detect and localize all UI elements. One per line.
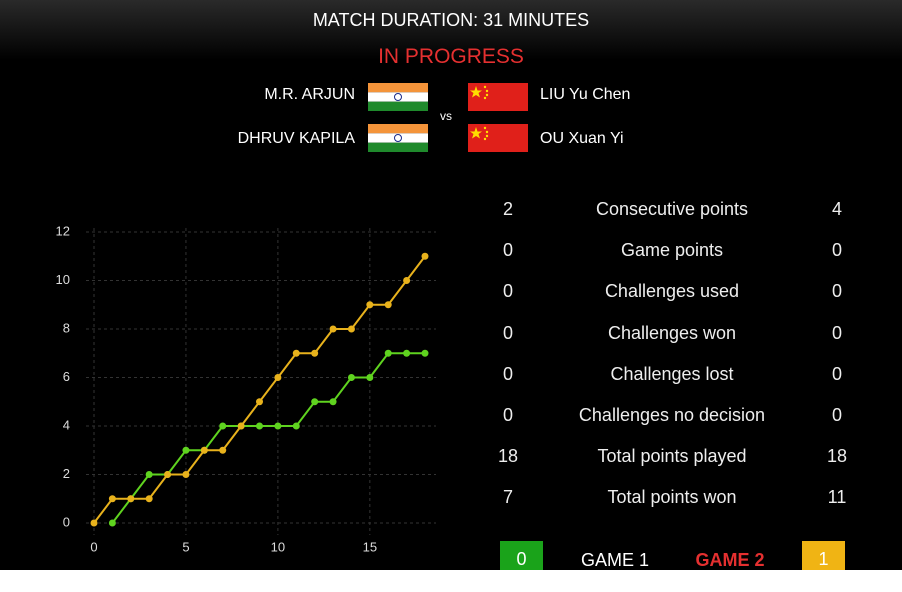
stat-value: 0	[831, 240, 842, 261]
stat-value: 2	[502, 199, 513, 219]
x-tick-label: 10	[271, 539, 285, 554]
data-point	[384, 301, 392, 309]
data-point	[403, 277, 411, 284]
y-tick-label: 2	[63, 466, 70, 481]
player-name: DHRUV KAPILA	[237, 130, 355, 147]
data-point	[90, 519, 98, 527]
data-point	[366, 374, 374, 381]
x-tick-label: 0	[90, 539, 97, 554]
stat-value: 0	[831, 281, 842, 302]
stat-label: Consecutive points	[595, 199, 749, 219]
data-point	[274, 422, 282, 430]
stat-label: Challenges used	[604, 281, 740, 302]
stat-label: Challenges no decision	[578, 405, 766, 425]
data-point	[311, 349, 319, 357]
stat-value: 4	[831, 199, 842, 219]
data-point	[329, 398, 337, 406]
stat-value: 0	[502, 405, 513, 425]
stat-value: 0	[502, 322, 513, 343]
data-point	[311, 398, 319, 406]
match-status: IN PROGRESS	[378, 45, 524, 68]
data-point	[421, 252, 429, 260]
data-point	[292, 349, 300, 357]
flag-china	[468, 83, 528, 111]
game-score: 1	[802, 541, 845, 570]
stat-value: 0	[502, 363, 513, 384]
stat-value: 0	[831, 405, 842, 425]
y-tick-label: 6	[63, 369, 70, 384]
stat-label: Game points	[620, 240, 724, 261]
data-point	[403, 349, 411, 357]
data-point	[127, 495, 135, 503]
stat-value: 11	[827, 487, 847, 508]
stat-value: 0	[831, 363, 842, 384]
data-point	[108, 495, 116, 503]
stat-label: Challenges won	[607, 322, 737, 343]
data-point	[237, 422, 245, 430]
y-tick-label: 0	[63, 514, 70, 529]
data-point	[384, 349, 392, 357]
player-name: M.R. ARJUN	[264, 86, 355, 103]
stat-value: 0	[502, 281, 513, 302]
data-point	[421, 349, 429, 357]
data-point	[219, 446, 227, 454]
data-point	[347, 374, 355, 381]
data-point	[108, 519, 116, 527]
player-name: LIU Yu Chen	[540, 86, 631, 103]
data-point	[182, 446, 190, 454]
game-tab[interactable]: GAME 2	[695, 550, 765, 570]
data-point	[164, 471, 172, 478]
stat-label: Total points won	[607, 487, 737, 508]
data-point	[347, 325, 355, 333]
data-point	[145, 495, 153, 503]
scoreboard: MATCH DURATION: 31 MINUTES IN PROGRESS M…	[0, 0, 902, 570]
y-tick-label: 4	[63, 417, 70, 432]
stat-label: Total points played	[597, 446, 747, 467]
stat-label: Challenges lost	[610, 363, 734, 384]
game-tab[interactable]: GAME 1	[580, 550, 650, 570]
data-point	[292, 422, 300, 430]
data-point	[200, 446, 208, 454]
stat-value: 18	[497, 446, 519, 467]
y-tick-label: 10	[56, 272, 70, 287]
data-point	[274, 374, 282, 381]
data-point	[256, 422, 263, 430]
player-name: OU Xuan Yi	[540, 130, 624, 147]
y-tick-label: 8	[63, 320, 70, 335]
series-line	[111, 352, 425, 524]
match-duration: MATCH DURATION: 31 MINUTES	[312, 10, 590, 30]
data-point	[366, 301, 374, 309]
stat-value: 0	[502, 240, 513, 261]
stat-value: 18	[826, 446, 848, 467]
data-point	[256, 398, 263, 406]
flag-india	[368, 124, 428, 152]
stat-value: 0	[831, 322, 842, 343]
data-point	[145, 471, 153, 478]
x-tick-label: 5	[182, 539, 189, 554]
flag-china	[468, 124, 528, 152]
flag-india	[368, 83, 428, 111]
data-point	[329, 325, 337, 333]
x-tick-label: 15	[363, 539, 377, 554]
data-point	[219, 422, 227, 430]
vs-label: vs	[440, 109, 452, 123]
game-score: 0	[500, 541, 543, 570]
y-tick-label: 12	[56, 223, 70, 238]
stat-value: 7	[502, 487, 513, 508]
top-bar	[0, 0, 902, 60]
data-point	[182, 471, 190, 478]
points-chart: 0 2 4 6 8 10 12 0 5 10 15	[56, 223, 436, 554]
